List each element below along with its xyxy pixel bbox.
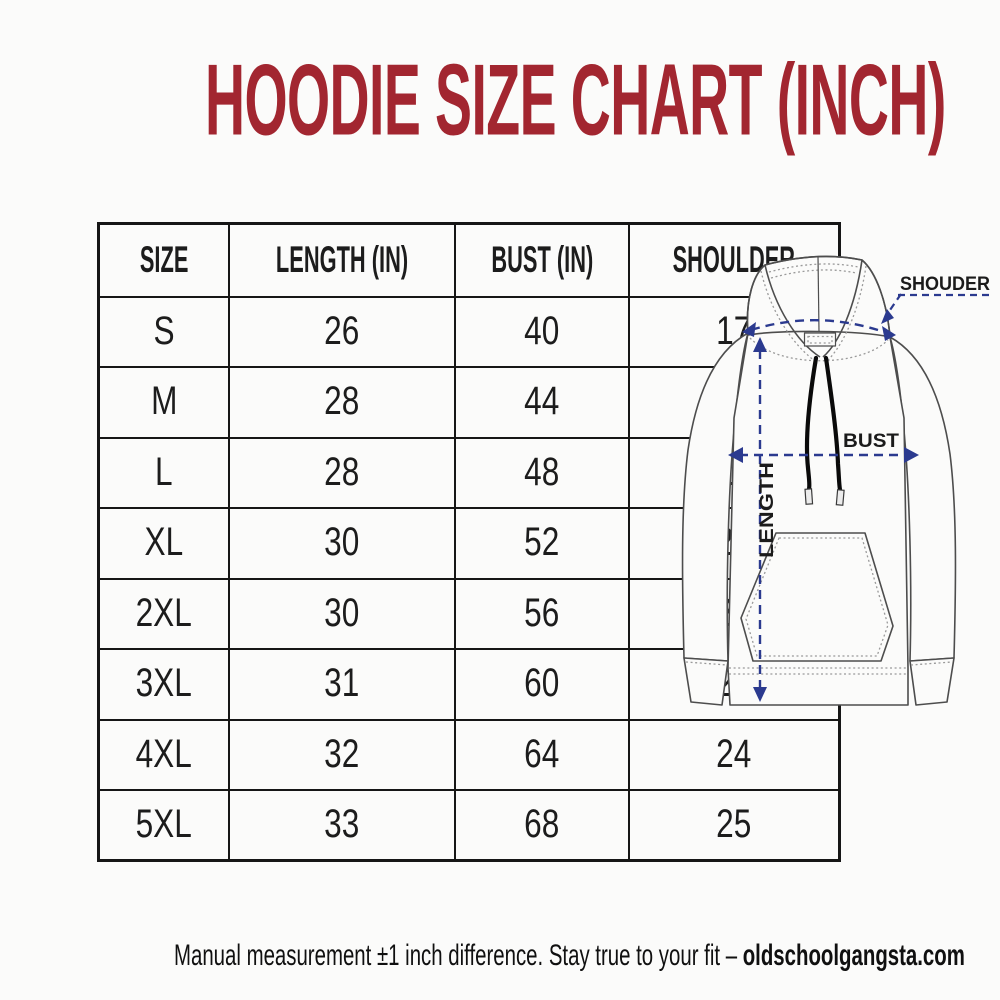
cell-size: 2XL — [97, 577, 230, 650]
cell-bust: 56 — [453, 577, 631, 650]
cell-size: XL — [97, 507, 230, 580]
kangaroo-pocket — [740, 532, 894, 662]
length-label: LENGTH — [757, 462, 778, 558]
shoulder-label: SHOUDER — [900, 274, 990, 295]
table-row: 5XL 33 68 25 — [97, 789, 841, 862]
cuff-right — [909, 657, 955, 706]
bust-label: BUST — [843, 431, 899, 452]
cell-bust: 60 — [453, 648, 631, 721]
hoodie-diagram: SHOUDER BUST LENGTH — [681, 255, 992, 706]
cell-size: L — [97, 436, 230, 509]
cell-bust: 44 — [453, 366, 631, 439]
table-row: S 26 40 17 — [97, 295, 841, 368]
cuff-left — [683, 657, 729, 706]
cell-bust: 48 — [453, 436, 631, 509]
footer-note: Manual measurement ±1 inch difference. S… — [174, 938, 965, 974]
cell-size: 3XL — [97, 648, 230, 721]
footer-text: Manual measurement ±1 inch difference. S… — [174, 939, 743, 972]
neck-label — [803, 332, 837, 347]
cell-length: 33 — [227, 789, 456, 862]
cell-bust: 40 — [453, 295, 631, 368]
cell-size: M — [97, 366, 230, 439]
cell-size: S — [97, 295, 230, 368]
cell-size: 4XL — [97, 718, 230, 791]
cell-shoulder: 25 — [628, 789, 841, 862]
cell-length: 32 — [227, 718, 456, 791]
aglet — [835, 489, 845, 506]
cell-length: 26 — [227, 295, 456, 368]
table-row: 4XL 32 64 24 — [97, 718, 841, 791]
bust-measure-arrow: BUST — [728, 431, 919, 463]
cell-length: 28 — [227, 366, 456, 439]
table-header-row: SIZE LENGTH (IN) BUST (IN) SHOULDER — [97, 222, 841, 298]
col-header-length: LENGTH (IN) — [227, 222, 456, 298]
size-table: SIZE LENGTH (IN) BUST (IN) SHOULDER S 26… — [97, 222, 841, 862]
footer-brand: oldschoolgangsta.com — [742, 939, 965, 972]
cell-shoulder: 24 — [628, 718, 841, 791]
col-header-bust: BUST (IN) — [453, 222, 631, 298]
drawstrings — [804, 355, 845, 506]
col-header-size: SIZE — [97, 222, 230, 298]
cell-length: 28 — [227, 436, 456, 509]
cell-length: 30 — [227, 507, 456, 580]
cell-bust: 68 — [453, 789, 631, 862]
cell-bust: 64 — [453, 718, 631, 791]
length-measure-arrow: LENGTH — [753, 337, 778, 702]
cell-bust: 52 — [453, 507, 631, 580]
cell-size: 5XL — [97, 789, 230, 862]
shoulder-measure-arrow: SHOUDER — [742, 274, 992, 341]
aglet — [804, 488, 814, 505]
page-title: HOODIE SIZE CHART (INCH) — [205, 42, 946, 157]
cell-length: 31 — [227, 648, 456, 721]
cell-length: 30 — [227, 577, 456, 650]
